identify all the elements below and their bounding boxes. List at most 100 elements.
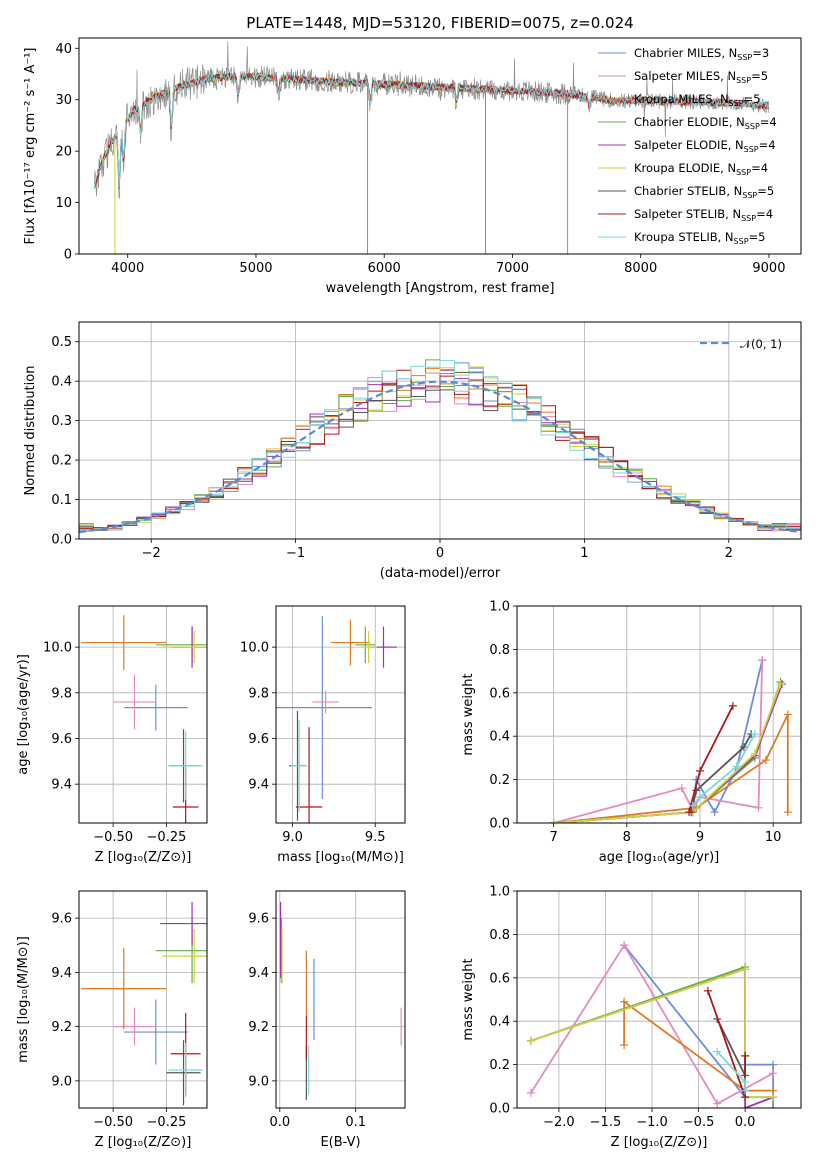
weight-vs-Z-ylabel: mass weight (461, 958, 476, 1040)
figure-title: PLATE=1448, MJD=53120, FIBERID=0075, z=0… (246, 14, 633, 32)
hist-chabrier-stelib (79, 371, 801, 531)
weight-vs-age-ytick-label: 0.8 (489, 643, 510, 658)
mass-vs-ebv-xlabel: E(B-V) (320, 1135, 360, 1150)
age-vs-Z-ytick-label: 10.0 (43, 641, 72, 656)
weight-vs-Z-ytick-label: 0.0 (489, 1102, 510, 1117)
weight-vs-Z-ytick-label: 0.8 (489, 928, 510, 943)
weight-vs-Z-ytick-label: 1.0 (489, 885, 510, 900)
residuals-ytick-label: 0.0 (51, 533, 72, 548)
point-kroupa-stelib (168, 731, 203, 801)
age-vs-mass-xlabel: mass [log₁₀(M/M⊙)] (277, 850, 404, 865)
residuals-ytick-label: 0.2 (51, 454, 72, 469)
legend-tail: =4 (760, 115, 777, 129)
axes-frame (78, 321, 802, 540)
age-vs-Z-panel: −0.50 −0.25 9.4 9.6 9.8 10.0 Z [log₁₀(Z/Z⊙)] ag… (16, 605, 208, 865)
legend-text: Kroupa MILES, N (634, 92, 729, 106)
legend-text: Salpeter ELODIE, N (634, 138, 744, 152)
point-kroupa-miles (81, 615, 167, 670)
age-vs-mass-xtick-label: 9.5 (365, 830, 386, 845)
mass-vs-Z-ytick-label: 9.6 (51, 912, 72, 927)
age-vs-mass-ytick-label: 9.8 (248, 686, 269, 701)
point-chabrier-miles (276, 616, 372, 800)
legend-tail: =5 (744, 92, 761, 106)
spectrum-xtick-label: 4000 (111, 261, 144, 276)
point-salpeter-elodie (160, 901, 207, 946)
legend-label-chabrier-miles: Chabrier MILES, NSSP=3 (634, 46, 769, 62)
point-salpeter-stelib (295, 727, 323, 823)
weight-vs-Z-xtick-label: −2.0 (543, 1115, 575, 1130)
mass-vs-ebv-xtick-label: 0.1 (345, 1115, 366, 1130)
weight-vs-age-xtick-label: 9 (696, 830, 704, 845)
legend-text: Kroupa STELIB, N (634, 230, 734, 244)
point-kroupa-miles (81, 947, 167, 1030)
residuals-xlabel: (data-model)/error (380, 566, 501, 581)
axes-frame (275, 890, 406, 1109)
point-chabrier-elodie (355, 626, 376, 664)
residuals-xtick-label: 2 (725, 546, 733, 561)
series-line-kroupa-elodie (530, 967, 774, 1099)
mass-vs-Z-ytick-label: 9.2 (51, 1020, 72, 1035)
legend-text: Salpeter STELIB, N (634, 207, 741, 221)
spectrum-xtick-label: 6000 (368, 261, 401, 276)
mass-vs-Z-panel: −0.50 −0.25 9.0 9.2 9.4 9.6 Z [log₁₀(Z/Z⊙)] mas… (16, 890, 208, 1150)
weight-vs-age-ytick-label: 0.4 (489, 730, 510, 745)
legend-label-kroupa-stelib: Kroupa STELIB, NSSP=5 (634, 230, 765, 246)
point-salpeter-miles (312, 690, 339, 714)
axes-frame (275, 605, 406, 824)
weight-vs-age-xtick-label: 8 (623, 830, 631, 845)
mass-vs-Z-xtick-label: −0.25 (147, 1115, 187, 1130)
age-vs-mass-xtick-label: 9.0 (282, 830, 303, 845)
spectrum-xtick-label: 9000 (752, 261, 785, 276)
age-vs-Z-xtick-label: −0.25 (147, 830, 187, 845)
weight-vs-Z-xtick-label: −1.5 (590, 1115, 622, 1130)
residuals-ytick-label: 0.3 (51, 414, 72, 429)
series-kroupa-stelib (713, 1047, 750, 1095)
spectrum-ytick-label: 20 (55, 145, 72, 160)
legend-text: Chabrier ELODIE, N (634, 115, 745, 129)
legend-label-kroupa-miles: Kroupa MILES, NSSP=5 (634, 92, 760, 108)
mass-vs-ebv-xtick-label: 0.0 (269, 1115, 290, 1130)
age-vs-Z-ylabel: age [log₁₀(age/yr)] (16, 654, 31, 775)
age-vs-Z-ytick-label: 9.4 (51, 778, 72, 793)
legend-text: Chabrier MILES, N (634, 46, 737, 60)
mass-vs-Z-xtick-label: −0.50 (93, 1115, 133, 1130)
legend-tail: =5 (749, 230, 766, 244)
weight-vs-age-xtick-label: 7 (549, 830, 557, 845)
weight-vs-Z-xlabel: Z [log₁₀(Z/Z⊙)] (611, 1135, 708, 1150)
point-chabrier-stelib (166, 1040, 201, 1106)
legend-tail: =5 (757, 184, 774, 198)
legend-sub: SSP (742, 191, 757, 200)
point-kroupa-stelib (168, 1042, 203, 1098)
residuals-xtick-label: −1 (286, 546, 305, 561)
legend-sub: SSP (741, 214, 756, 223)
legend-tail: =5 (751, 69, 768, 83)
spectrum-ylabel: Flux [fλ10⁻¹⁷ erg cm⁻² s⁻¹ A⁻¹] (23, 48, 38, 245)
series-line-salpeter-miles (553, 660, 764, 823)
legend-tail: =3 (752, 46, 769, 60)
axes-frame (78, 890, 208, 1109)
mass-vs-ebv-ytick-label: 9.6 (248, 912, 269, 927)
spectrum-ytick-label: 40 (55, 42, 72, 57)
residuals-xtick-label: 1 (580, 546, 588, 561)
point-kroupa-miles (330, 619, 371, 666)
hist-kroupa-stelib (79, 360, 801, 531)
legend-text: Kroupa ELODIE, N (634, 161, 736, 175)
legend-sub: SSP (736, 76, 751, 85)
legend-label-salpeter-elodie: Salpeter ELODIE, NSSP=4 (634, 138, 776, 154)
age-vs-Z-ytick-label: 9.8 (51, 686, 72, 701)
weight-vs-age-ylabel: mass weight (461, 673, 476, 755)
axes-frame (78, 37, 802, 255)
age-vs-mass-ytick-label: 9.4 (248, 778, 269, 793)
axes-frame (516, 890, 802, 1109)
residuals-ytick-label: 0.1 (51, 493, 72, 508)
spectrum-xtick-label: 5000 (239, 261, 272, 276)
legend-sub: SSP (729, 99, 744, 108)
legend-sub: SSP (734, 237, 749, 246)
series-line-chabrier-stelib (690, 733, 752, 813)
residuals-xtick-label: 0 (436, 546, 444, 561)
mass-vs-Z-ylabel: mass [log₁₀(M/M⊙)] (16, 936, 31, 1063)
weight-vs-Z-ytick-label: 0.2 (489, 1058, 510, 1073)
weight-vs-age-ytick-label: 1.0 (489, 600, 510, 615)
point-kroupa-stelib (290, 720, 308, 812)
